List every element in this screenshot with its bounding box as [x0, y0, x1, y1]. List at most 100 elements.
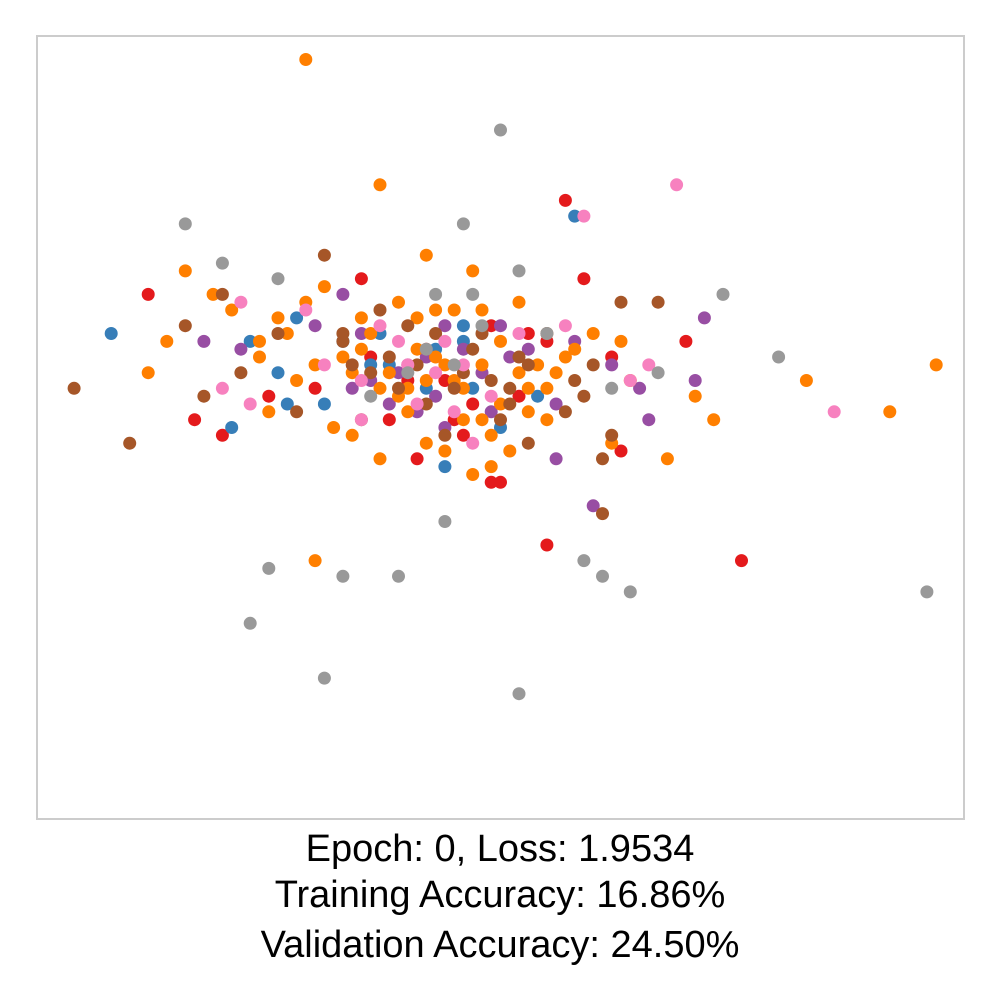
scatter-point-s4-12	[401, 381, 415, 395]
scatter-point-s0-14	[577, 272, 591, 286]
scatter-point-s3-22	[354, 327, 368, 340]
scatter-point-s5-40	[364, 366, 378, 380]
scatter-point-s1-11	[438, 460, 452, 474]
scatter-point-s3-7	[484, 405, 498, 419]
scatter-point-s5-33	[494, 413, 507, 427]
scatter-point-s4-16	[494, 397, 507, 411]
scatter-point-s4-32	[262, 405, 276, 419]
scatter-point-s4-23	[688, 389, 702, 403]
scatter-point-s4-20	[586, 327, 600, 340]
scatter-point-s4-30	[253, 350, 266, 364]
scatter-point-s4-58	[410, 342, 424, 356]
scatter-point-s4-39	[456, 413, 470, 427]
scatter-point-s5-13	[447, 381, 461, 395]
scatter-point-s5-25	[596, 452, 609, 466]
scatter-point-s4-17	[512, 366, 526, 380]
scatter-point-s5-16	[503, 397, 517, 411]
scatter-point-s4-19	[568, 342, 582, 356]
scatter-point-s5-5	[234, 366, 248, 380]
scatter-point-s4-26	[883, 405, 897, 419]
scatter-point-s4-70	[531, 358, 545, 372]
scatter-point-s4-38	[438, 444, 452, 458]
scatter-point-s6-17	[577, 209, 591, 223]
scatter-point-s5-26	[521, 436, 535, 450]
scatter-point-s0-20	[438, 374, 452, 387]
scatter-point-s4-62	[401, 405, 415, 419]
scatter-point-s4-31	[308, 554, 322, 568]
scatter-point-s7-25	[772, 350, 786, 364]
scatter-point-s3-17	[549, 397, 563, 411]
scatter-point-s5-7	[317, 248, 331, 262]
scatter-point-s4-49	[512, 295, 526, 309]
scatter-point-s4-44	[271, 311, 285, 325]
scatter-point-s5-35	[419, 397, 433, 411]
scatter-point-s4-5	[206, 287, 220, 301]
scatter-point-s5-9	[373, 303, 387, 317]
scatter-point-s4-63	[438, 358, 452, 372]
scatter-point-s1-19	[317, 397, 331, 411]
scatter-point-s1-2	[243, 334, 257, 348]
scatter-point-s4-71	[558, 350, 572, 364]
scatter-point-s4-59	[456, 381, 470, 395]
scatter-point-s5-14	[466, 342, 480, 356]
scatter-point-s1-5	[290, 311, 304, 325]
scatter-point-s7-28	[447, 358, 461, 372]
scatter-point-s7-22	[605, 381, 619, 395]
scatter-point-s5-38	[336, 327, 350, 340]
scatter-point-s6-21	[373, 319, 387, 333]
scatter-point-s5-12	[429, 327, 443, 340]
scatter-point-s4-13	[429, 350, 443, 364]
scatter-point-s1-3	[271, 366, 285, 380]
scatter-point-s4-48	[447, 303, 461, 317]
scatter-point-s4-9	[336, 350, 350, 364]
scatter-point-s5-41	[577, 389, 591, 403]
scatter-point-s4-54	[419, 436, 433, 450]
scatter-point-s4-57	[373, 381, 387, 395]
scatter-point-s4-29	[466, 264, 480, 278]
scatter-point-s3-29	[429, 389, 443, 403]
scatter-point-s4-51	[549, 366, 563, 380]
scatter-point-s4-72	[540, 413, 554, 427]
scatter-point-s3-14	[642, 413, 656, 427]
scatter-point-s1-4	[280, 397, 294, 411]
scatter-point-s7-4	[419, 342, 433, 356]
caption-epoch-loss: Epoch: 0, Loss: 1.9534	[305, 828, 695, 870]
scatter-point-s7-24	[716, 287, 730, 301]
scatter-point-s4-37	[345, 428, 359, 442]
scatter-point-s4-7	[280, 327, 294, 340]
scatter-point-s4-41	[410, 311, 424, 325]
scatter-point-s5-0	[67, 381, 81, 395]
scatter-point-s0-17	[558, 193, 572, 207]
scatter-point-s0-23	[382, 413, 396, 427]
scatter-point-s5-36	[382, 350, 396, 364]
scatter-point-s4-11	[382, 366, 396, 380]
scatter-point-s7-20	[596, 569, 609, 583]
scatter-point-s4-21	[614, 334, 628, 348]
scatter-point-s0-0	[141, 287, 155, 301]
scatter-point-s3-0	[197, 334, 211, 348]
scatter-point-s4-52	[484, 428, 498, 442]
scatter-point-s5-2	[178, 319, 192, 333]
scatter-point-s0-3	[410, 452, 424, 466]
scatter-point-s7-19	[577, 554, 591, 568]
scatter-point-s5-22	[651, 295, 665, 309]
caption-training-accuracy: Training Accuracy: 16.86%	[274, 874, 726, 916]
scatter-point-s4-42	[475, 303, 489, 317]
scatter-point-s5-1	[123, 436, 137, 450]
scatter-point-s0-11	[308, 381, 322, 395]
scatter-point-s7-17	[317, 671, 331, 685]
scatter-point-s6-2	[243, 397, 257, 411]
scatter-point-s6-23	[447, 405, 461, 419]
scatter-point-s4-27	[929, 358, 943, 372]
scatter-point-s7-14	[392, 569, 405, 583]
scatter-point-s4-64	[475, 413, 489, 427]
scatter-point-s0-24	[521, 327, 535, 340]
scatter-point-s6-3	[299, 303, 313, 317]
scatter-point-s0-9	[484, 475, 498, 489]
scatter-point-s7-12	[336, 569, 350, 583]
scatter-point-s4-69	[290, 374, 304, 387]
scatter-point-s4-18	[540, 381, 554, 395]
scatter-point-s4-36	[327, 421, 341, 434]
scatter-point-s3-21	[336, 287, 350, 301]
